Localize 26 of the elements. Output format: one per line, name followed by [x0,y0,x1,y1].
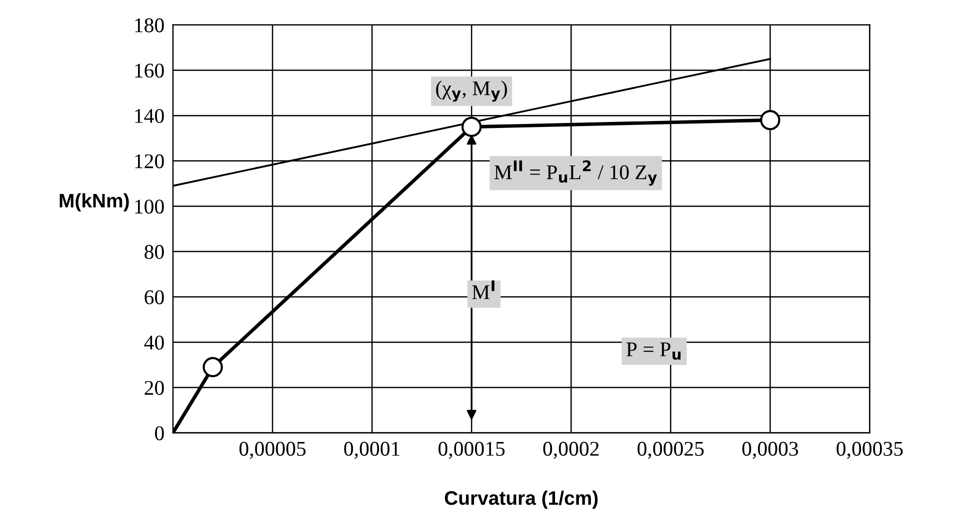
annotation: P = P$_{u}$ [626,342,681,360]
y-tick-label: 140 [135,108,164,123]
y-tick-label: 40 [144,336,164,350]
x-tick-label: 0,00015 [438,442,505,459]
y-tick-label: 60 [144,290,164,304]
x-tick-label: 0,0001 [344,442,400,459]
annotation: M$^{I}$ [472,280,494,300]
point [461,116,482,137]
point [202,357,223,378]
point [760,110,780,130]
annotation: M$^{II}$ = P$_{u}$L$^{2}$ / 10 Z$_{y}$ [494,160,657,186]
x-tick-label: 0,0003 [742,442,798,459]
y-tick-label: 80 [144,244,164,259]
y-tick-label: 180 [135,18,164,32]
y-tick-label: 120 [135,154,164,168]
y-tick-label: 20 [144,380,164,395]
x-tick-label: 0,00025 [638,442,704,459]
x-tick-label: 0,0002 [543,442,599,459]
annotation: (χ$_{y}$, M$_{y}$) [436,80,507,102]
y-tick-label: 0 [155,426,164,440]
y-axis-title: M(kNm) [60,193,129,212]
y-tick-label: 100 [135,200,164,214]
y-tick-label: 160 [135,64,164,78]
x-tick-label: 0,00035 [836,442,903,459]
x-tick-label: 0,00005 [239,442,306,459]
x-axis-title: Curvatura (1/cm) [444,490,598,509]
